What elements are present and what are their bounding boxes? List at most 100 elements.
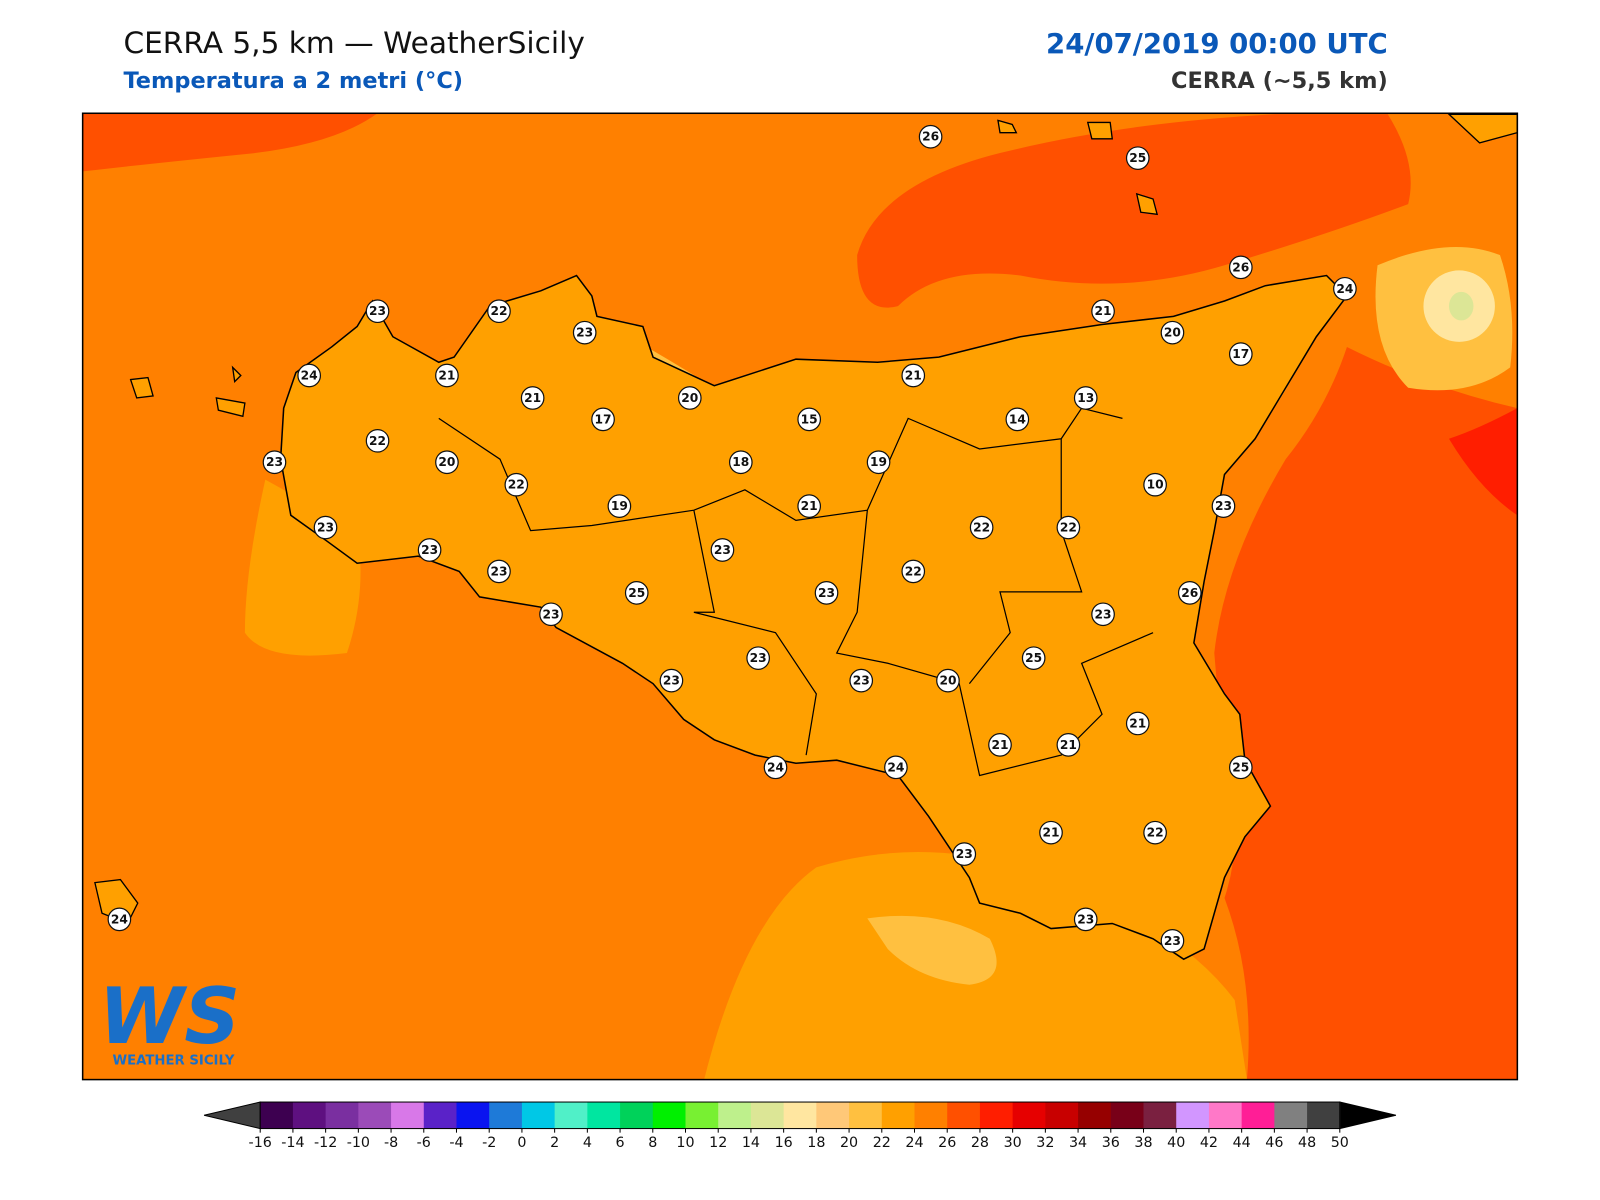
station-marker [814, 581, 839, 605]
station-marker [1073, 907, 1098, 932]
colorbar-tick-label: 14 [742, 1135, 760, 1151]
station-marker [1160, 928, 1185, 953]
colorbar-tick-label: 48 [1298, 1135, 1316, 1151]
station-value: 20 [939, 674, 956, 688]
colorbar: -16 -14 -12 -10 -8 -6 -4 -2 0 2 4 6 8 10 12 14 16 18 20 22 2… [203, 1101, 1397, 1151]
station-value: 21 [438, 369, 455, 383]
station-value: 21 [905, 369, 922, 383]
station-marker [539, 602, 563, 627]
station-value: 22 [490, 304, 507, 318]
station-marker [1056, 733, 1081, 757]
station-value: 23 [663, 674, 680, 688]
station-marker [884, 755, 908, 780]
colorbar-box [1208, 1102, 1243, 1129]
colorbar-box [521, 1102, 556, 1129]
colorbar-box [1045, 1102, 1079, 1129]
station-value: 24 [887, 760, 904, 774]
colorbar-tick-label: 8 [648, 1135, 657, 1151]
colorbar-box [620, 1102, 654, 1129]
station-value: 19 [870, 455, 887, 469]
colorbar-tick-label: 28 [971, 1135, 989, 1151]
station-value: 13 [1077, 391, 1094, 405]
colorbar-tick-label: 42 [1200, 1135, 1218, 1151]
station-value: 21 [1129, 716, 1146, 730]
station-marker [763, 755, 788, 780]
colorbar-box [881, 1102, 916, 1129]
station-value: 22 [973, 521, 990, 535]
colorbar-box [1012, 1102, 1046, 1129]
colorbar-tick-label: 18 [807, 1135, 825, 1151]
station-marker [435, 450, 459, 475]
colorbar-box [1176, 1102, 1210, 1129]
warm-area [1214, 346, 1518, 1080]
station-marker [313, 515, 338, 540]
colorbar-box [718, 1102, 752, 1129]
colorbar-tick-label: 4 [583, 1135, 592, 1151]
station-value: 24 [111, 912, 128, 926]
station-value: 20 [681, 391, 698, 405]
colorbar-tick-label: -6 [417, 1135, 431, 1151]
colorbar-tick-label: -16 [249, 1135, 272, 1151]
colorbar-box [391, 1102, 425, 1129]
station-marker [1073, 386, 1098, 410]
station-value: 25 [628, 586, 645, 600]
subtitle: Temperatura a 2 metri (°C) [123, 68, 463, 94]
station-value: 23 [490, 564, 507, 578]
colorbar-tick-label: 10 [676, 1135, 694, 1151]
colorbar-box [947, 1102, 981, 1129]
station-value: 23 [1215, 499, 1232, 513]
colorbar-box [423, 1102, 458, 1129]
station-value: 18 [732, 455, 749, 469]
station-marker [659, 668, 684, 693]
station-value: 23 [1077, 912, 1094, 926]
station-value: 14 [1009, 412, 1026, 426]
logo-mark: WS [99, 972, 240, 1062]
colorbar-tick-label: 26 [938, 1135, 956, 1151]
colorbar-box [685, 1102, 719, 1129]
station-value: 23 [1095, 607, 1112, 621]
colorbar-tick-label: 16 [775, 1135, 793, 1151]
station-marker [520, 386, 545, 410]
station-value: 24 [301, 369, 318, 383]
station-marker [1228, 755, 1253, 780]
station-marker [624, 581, 649, 605]
station-value: 21 [1060, 738, 1077, 752]
station-value: 23 [714, 543, 731, 557]
colorbar-box [1110, 1102, 1145, 1129]
station-marker [435, 363, 459, 388]
station-value: 24 [1336, 282, 1353, 296]
station-marker [107, 907, 132, 932]
stations: 26 25 23 22 23 24 21 21 17 20 15 21 21 20 26 24 17 13 14 22… [107, 124, 1357, 953]
station-marker [1125, 146, 1150, 170]
station-marker [487, 299, 511, 324]
station-marker [797, 494, 822, 518]
colorbar-box [325, 1102, 359, 1129]
colorbar-tick-label: -4 [449, 1135, 463, 1151]
station-marker [1021, 646, 1046, 670]
colorbar-box [979, 1102, 1014, 1129]
colorbar-tick-label: 36 [1102, 1135, 1120, 1151]
colorbar-tick-label: 50 [1331, 1135, 1349, 1151]
station-value: 23 [1164, 934, 1181, 948]
station-value: 23 [956, 847, 973, 861]
station-marker [866, 450, 891, 475]
station-marker [365, 299, 390, 324]
station-value: 10 [1147, 478, 1164, 492]
station-value: 22 [905, 564, 922, 578]
station-value: 23 [853, 674, 870, 688]
station-marker [1160, 320, 1185, 345]
station-marker [901, 363, 926, 388]
island [94, 113, 1518, 925]
colorbar-box [1078, 1102, 1112, 1129]
station-marker [1143, 472, 1167, 497]
station-marker [1091, 602, 1115, 627]
colorbar-box [1307, 1102, 1341, 1129]
station-value: 21 [991, 738, 1008, 752]
station-marker [936, 668, 960, 693]
station-value: 23 [543, 607, 560, 621]
station-value: 19 [611, 499, 628, 513]
station-value: 20 [438, 455, 455, 469]
station-value: 26 [1232, 260, 1249, 274]
colorbar-tick-label: 0 [517, 1135, 526, 1151]
colorbar-tick-label: 38 [1134, 1135, 1152, 1151]
